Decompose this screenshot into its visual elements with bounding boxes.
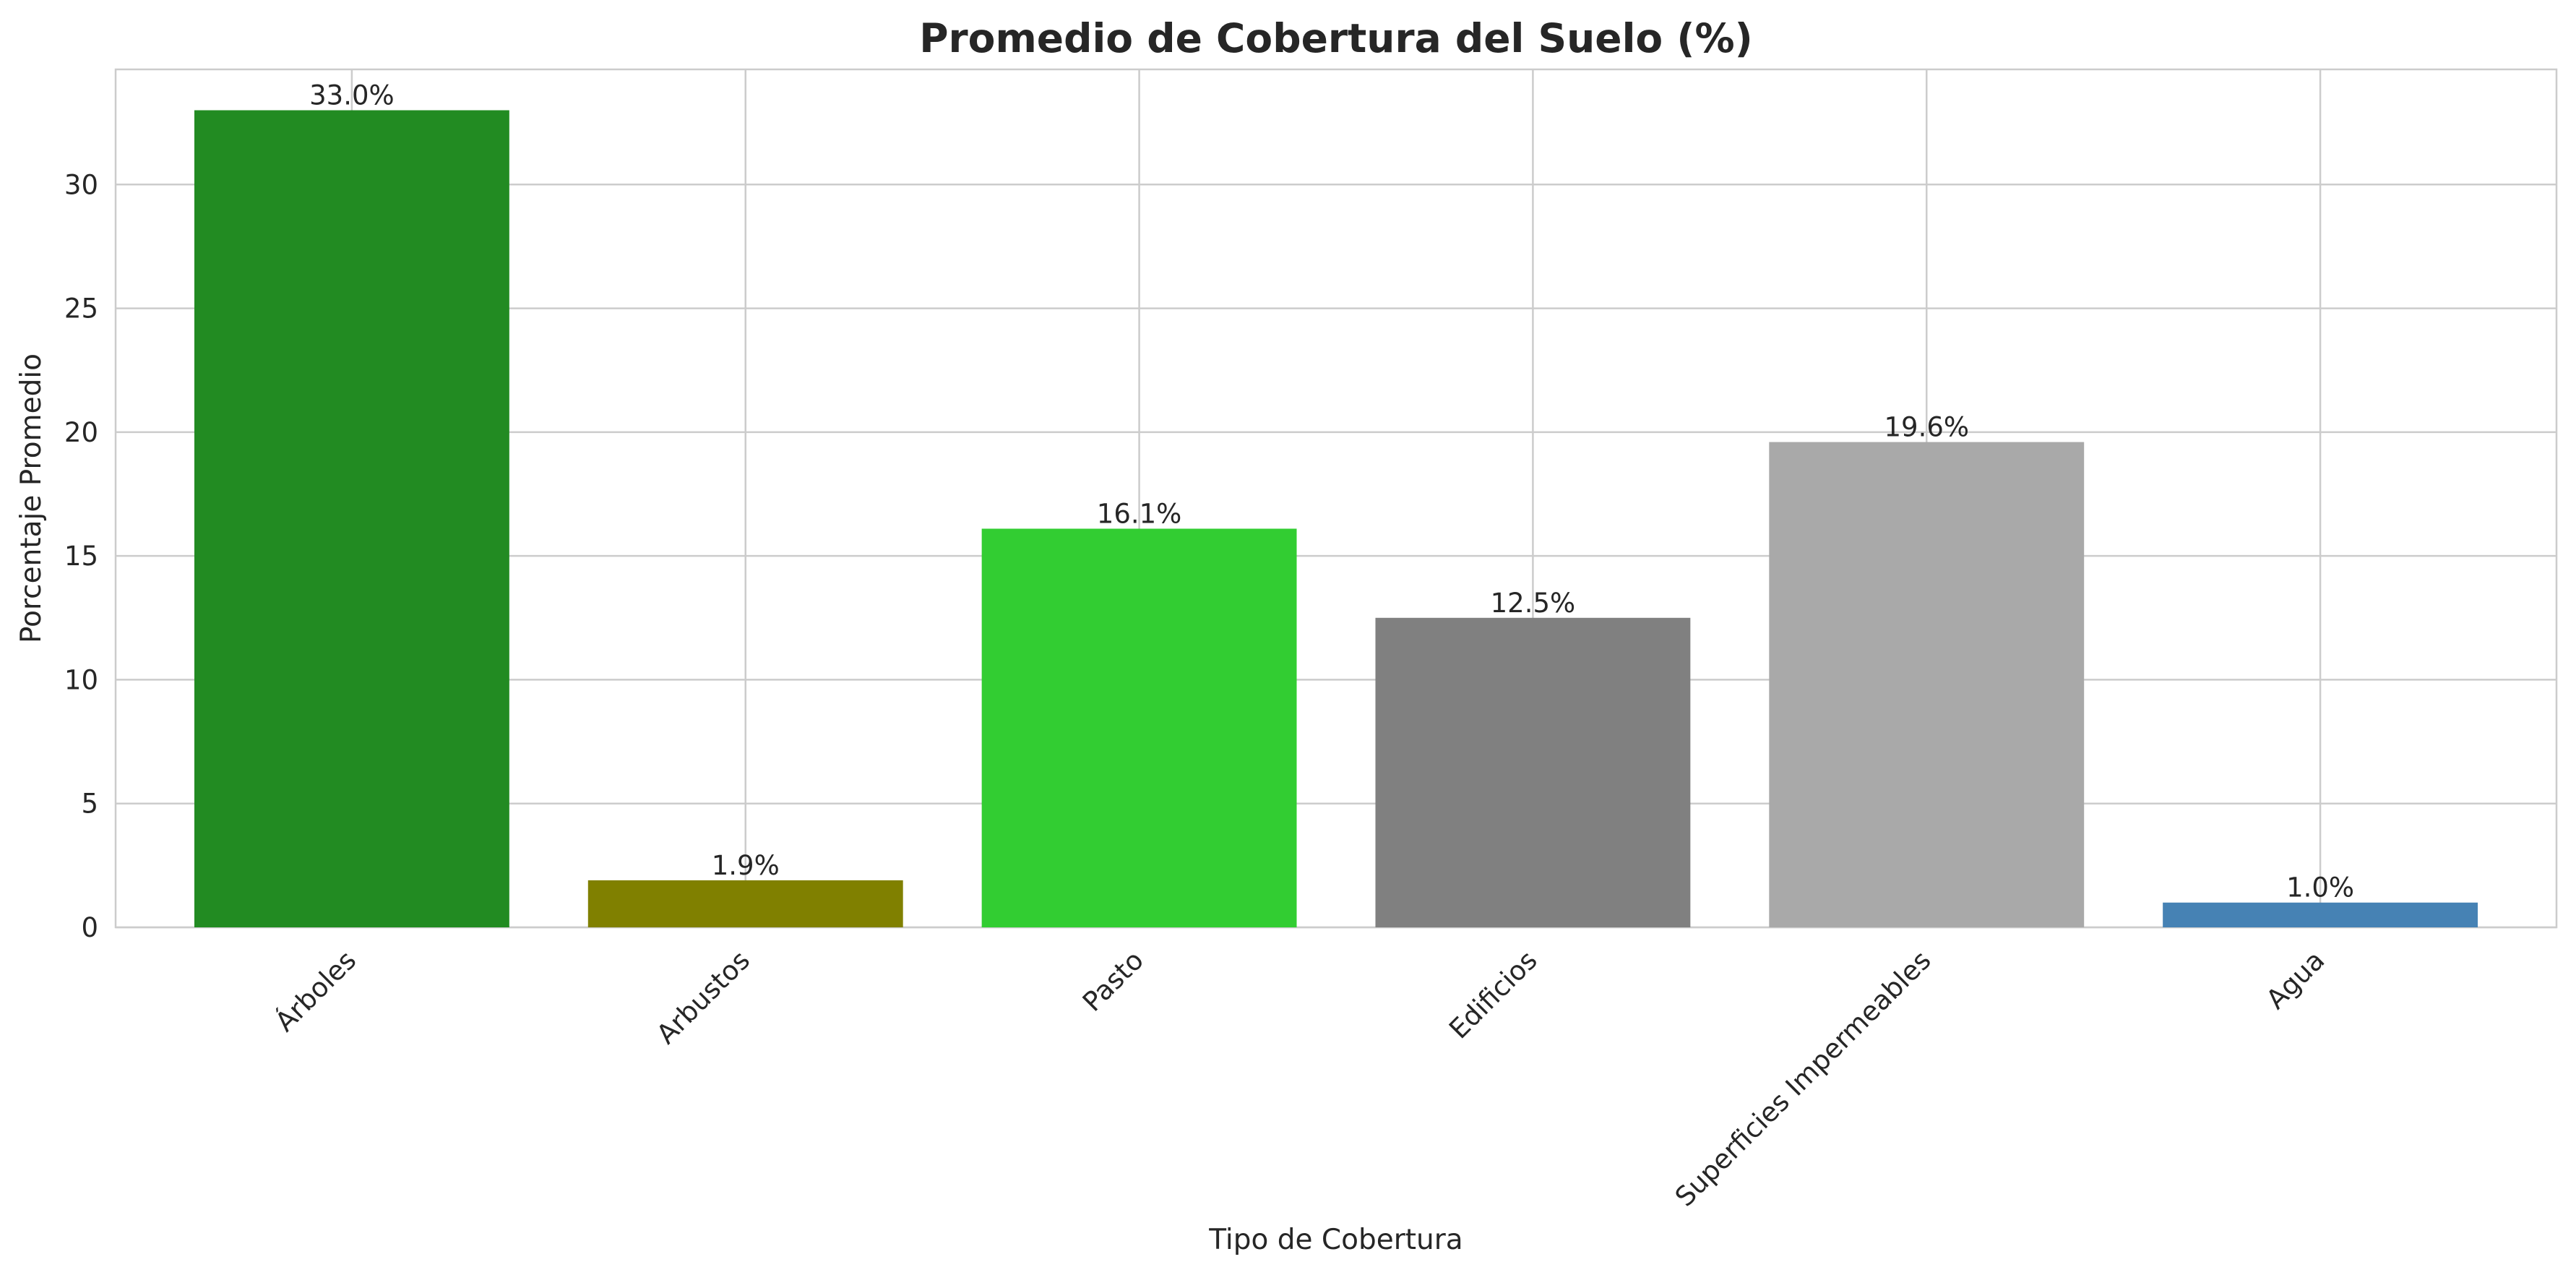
data-labels: 33.0% 1.9% 16.1% 12.5% 19.6% 1.0% [309, 80, 2354, 903]
bar [2163, 902, 2478, 927]
y-axis-ticks: 0 5 10 15 20 25 30 [64, 169, 98, 943]
bar-value-label: 1.9% [712, 850, 780, 881]
y-tick-label: 20 [64, 417, 98, 448]
bar [587, 880, 903, 927]
chart-title: Promedio de Cobertura del Suelo (%) [919, 15, 1753, 61]
x-axis-label: Tipo de Cobertura [1208, 1224, 1463, 1256]
y-tick-label: 30 [64, 169, 98, 200]
bar [1375, 617, 1691, 927]
y-tick-label: 10 [64, 664, 98, 695]
bars [194, 110, 2478, 927]
bar-value-label: 19.6% [1884, 412, 1969, 443]
bar [981, 528, 1297, 927]
y-axis-label: Porcentaje Promedio [15, 353, 48, 643]
bar-value-label: 1.0% [2286, 872, 2354, 903]
y-tick-label: 15 [64, 541, 98, 572]
bar-value-label: 16.1% [1097, 498, 1182, 529]
y-tick-label: 25 [64, 293, 98, 325]
y-tick-label: 0 [81, 912, 98, 943]
bar-value-label: 33.0% [309, 80, 395, 111]
y-tick-label: 5 [81, 789, 98, 820]
bar [1769, 442, 2085, 927]
bar-value-label: 12.5% [1491, 588, 1576, 619]
plot-frame [114, 68, 2558, 929]
bar [194, 110, 509, 927]
